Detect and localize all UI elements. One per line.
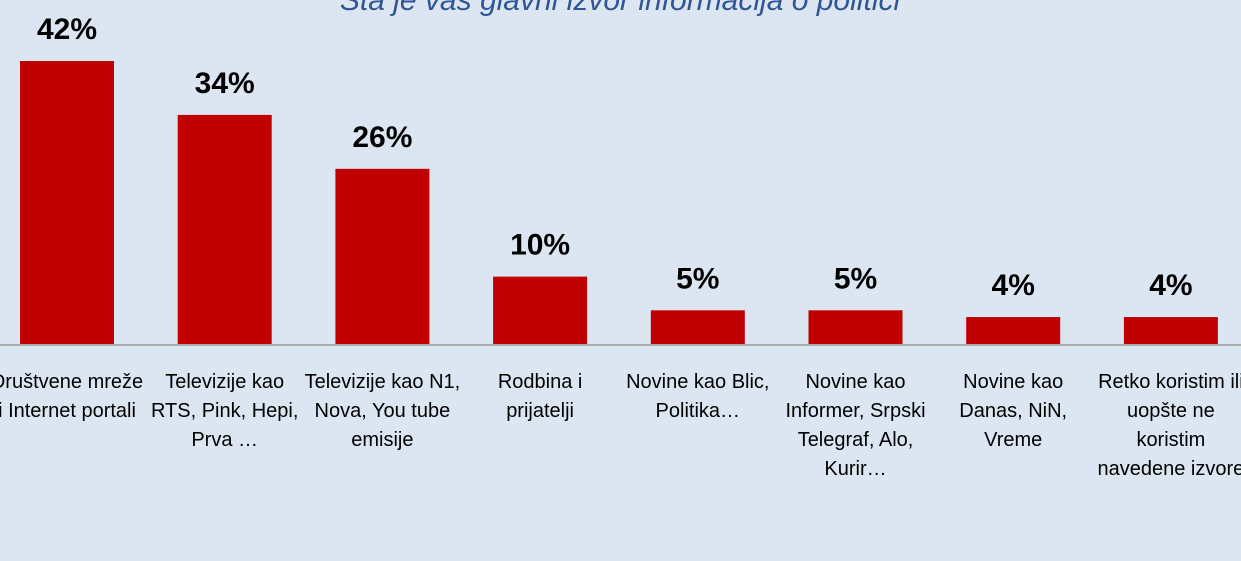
bar bbox=[493, 276, 588, 344]
bar bbox=[1123, 317, 1218, 344]
category-label: Televizije kao RTS, Pink, Hepi, Prva … bbox=[150, 371, 299, 451]
category-label: Društvene mreže i Internet portali bbox=[0, 371, 144, 422]
data-label: 5% bbox=[676, 262, 719, 295]
category-label: Novine kao Informer, Srpski Telegraf, Al… bbox=[785, 371, 926, 480]
bar bbox=[335, 168, 430, 344]
bar bbox=[20, 61, 114, 344]
data-label: 10% bbox=[510, 229, 570, 262]
data-label: 26% bbox=[352, 121, 412, 154]
data-label: 34% bbox=[195, 67, 255, 100]
bar bbox=[177, 114, 272, 345]
data-label: 42% bbox=[37, 13, 97, 46]
bar bbox=[966, 317, 1061, 344]
category-label: Televizije kao N1, Nova, You tube emisij… bbox=[304, 371, 461, 451]
category-label: Retko koristim ili uopšte ne koristim na… bbox=[1097, 371, 1241, 480]
chart-title: Šta je vaš glavni izvor informacija o po… bbox=[340, 0, 902, 17]
bar bbox=[650, 310, 745, 344]
bar bbox=[808, 310, 903, 344]
category-label: Novine kao Blic, Politika… bbox=[626, 371, 770, 422]
data-label: 5% bbox=[834, 262, 877, 295]
category-label: Novine kao Danas, NiN, Vreme bbox=[959, 371, 1068, 451]
data-label: 4% bbox=[992, 269, 1035, 302]
data-label: 4% bbox=[1149, 269, 1192, 302]
category-label: Rodbina i prijatelji bbox=[497, 371, 583, 422]
